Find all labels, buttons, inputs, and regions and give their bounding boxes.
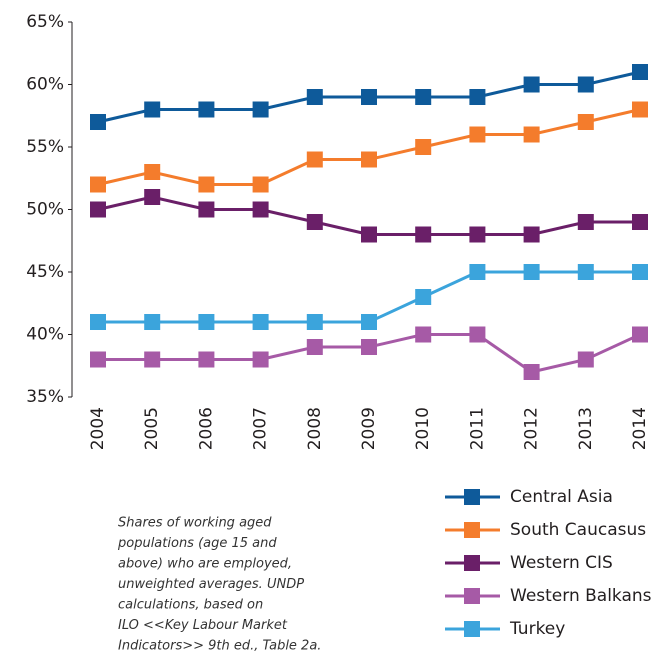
- y-tick-label: 55%: [26, 137, 64, 157]
- x-tick-label: 2009: [359, 407, 379, 450]
- point-marker: [469, 226, 486, 243]
- point-marker: [306, 89, 323, 105]
- x-tick-label: 2011: [467, 407, 487, 450]
- y-tick-label: 60%: [26, 75, 64, 95]
- point-marker: [469, 326, 486, 343]
- point-marker: [252, 314, 269, 330]
- note: Shares of working aged: [118, 516, 272, 531]
- point-marker: [198, 351, 215, 368]
- point-marker: [252, 101, 269, 118]
- point-marker: [632, 64, 648, 80]
- x-tick-label: 2004: [88, 407, 108, 450]
- point-marker: [415, 326, 432, 343]
- note: ILO <<Key Labour Market: [118, 618, 288, 633]
- legend-label: Western CIS: [510, 553, 613, 573]
- point-marker: [90, 176, 106, 193]
- y-tick-label: 65%: [26, 12, 64, 32]
- point-marker: [144, 189, 161, 205]
- series-line: [97, 108, 641, 186]
- point-marker: [415, 289, 432, 305]
- point-marker: [632, 264, 648, 280]
- point-marker: [415, 226, 432, 243]
- point-marker: [306, 214, 323, 230]
- point-marker: [90, 114, 106, 130]
- point-marker: [361, 89, 377, 105]
- note: above) who are employed,: [118, 557, 292, 572]
- x-tick-label: 2014: [630, 407, 650, 450]
- point-marker: [469, 264, 486, 280]
- point-marker: [523, 226, 540, 243]
- point-marker: [577, 351, 594, 368]
- point-marker: [469, 89, 486, 105]
- x-tick-label: 2010: [413, 407, 433, 450]
- point-marker: [198, 314, 215, 330]
- y-tick-label: 45%: [26, 262, 64, 282]
- point-marker: [632, 326, 648, 343]
- x-tick-label: 2008: [305, 407, 325, 450]
- x-tick-label: 2012: [522, 407, 542, 450]
- legend-label: Central Asia: [510, 487, 613, 507]
- point-marker: [523, 264, 540, 280]
- point-marker: [632, 214, 648, 230]
- note: calculations, based on: [118, 598, 263, 613]
- point-marker: [198, 101, 215, 118]
- x-tick-label: 2005: [142, 407, 162, 450]
- point-marker: [577, 76, 594, 93]
- legend-marker: [464, 621, 480, 637]
- point-marker: [144, 164, 161, 180]
- point-marker: [306, 314, 323, 330]
- point-marker: [577, 114, 594, 130]
- point-marker: [90, 201, 106, 218]
- legend-label: Turkey: [509, 619, 565, 639]
- point-marker: [90, 314, 106, 330]
- point-marker: [252, 201, 269, 218]
- point-marker: [306, 151, 323, 168]
- point-marker: [90, 351, 106, 368]
- note: populations (age 15 and: [117, 536, 277, 551]
- legend-label: Western Balkans: [510, 586, 652, 606]
- legend-marker: [464, 489, 480, 505]
- point-marker: [523, 126, 540, 143]
- point-marker: [415, 89, 432, 105]
- legend-label: South Caucasus: [510, 520, 646, 540]
- point-marker: [198, 176, 215, 193]
- legend-marker: [464, 522, 480, 538]
- y-tick-label: 50%: [26, 200, 64, 220]
- note: unweighted averages. UNDP: [118, 577, 304, 592]
- point-marker: [252, 176, 269, 193]
- point-marker: [361, 151, 377, 168]
- point-marker: [632, 101, 648, 118]
- x-tick-label: 2006: [196, 407, 216, 450]
- point-marker: [144, 351, 161, 368]
- point-marker: [523, 76, 540, 93]
- point-marker: [252, 351, 269, 368]
- legend-marker: [464, 555, 480, 571]
- point-marker: [577, 264, 594, 280]
- y-tick-label: 40%: [26, 325, 64, 345]
- point-marker: [361, 339, 377, 355]
- point-marker: [415, 139, 432, 155]
- x-tick-label: 2013: [576, 407, 596, 450]
- point-marker: [144, 101, 161, 118]
- point-marker: [523, 364, 540, 380]
- point-marker: [361, 226, 377, 243]
- point-marker: [306, 339, 323, 355]
- point-marker: [198, 201, 215, 218]
- note: Indicators>> 9th ed., Table 2a.: [118, 639, 321, 654]
- point-marker: [577, 214, 594, 230]
- point-marker: [469, 126, 486, 143]
- point-marker: [361, 314, 377, 330]
- legend-marker: [464, 588, 480, 604]
- x-tick-label: 2007: [251, 407, 271, 450]
- point-marker: [144, 314, 161, 330]
- y-tick-label: 35%: [26, 387, 64, 407]
